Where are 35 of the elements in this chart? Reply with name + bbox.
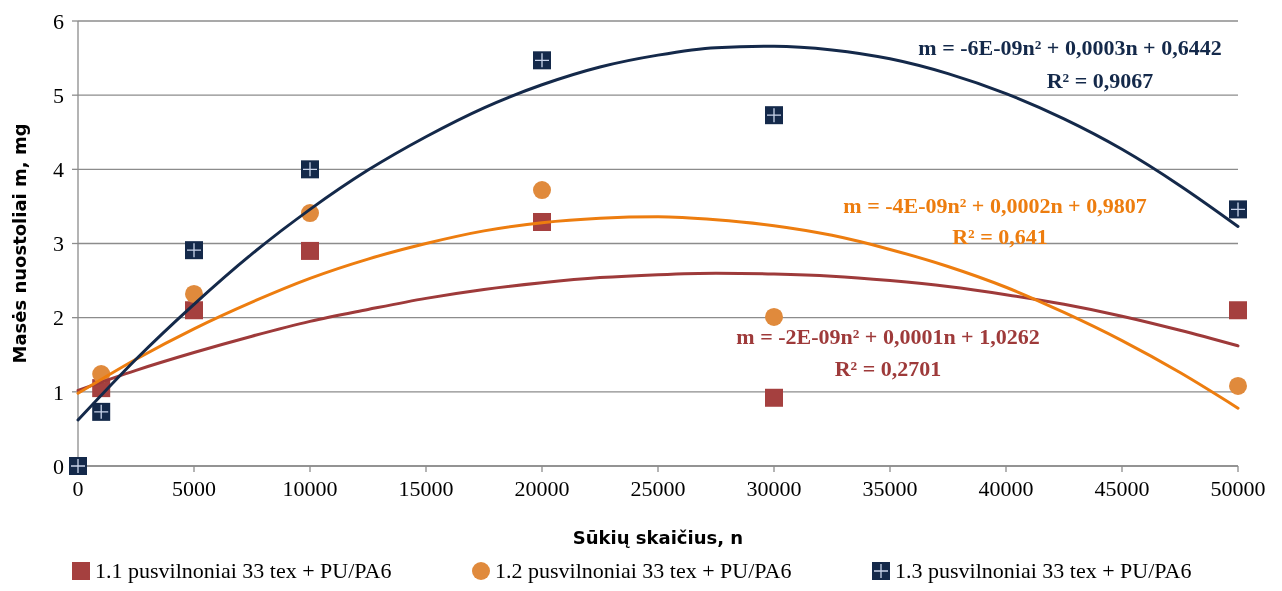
x-tick-label: 50000 [1210, 476, 1266, 501]
y-tick-label: 0 [53, 453, 64, 479]
point [1229, 301, 1247, 320]
x-tick-label: 0 [72, 476, 84, 501]
y-tick-label: 2 [53, 305, 64, 331]
point [765, 388, 783, 407]
point [301, 241, 319, 260]
x-tick-label: 35000 [862, 476, 918, 501]
annotation: m = -6E-09n² + 0,0003n + 0,6442 [918, 34, 1222, 60]
annotation: m = -2E-09n² + 0,0001n + 1,0262 [736, 323, 1040, 349]
x-tick-label: 5000 [172, 476, 216, 501]
y-tick-label: 6 [53, 8, 64, 34]
annotation: R² = 0,2701 [834, 355, 942, 381]
x-tick-label: 15000 [398, 476, 454, 501]
annotation: m = -4E-09n² + 0,0002n + 0,9807 [843, 192, 1147, 218]
y-axis-title: Masės nuostoliai m, mg [9, 123, 30, 364]
annotation: R² = 0,641 [952, 223, 1048, 249]
x-tick-label: 30000 [746, 476, 802, 501]
y-tick-label: 1 [53, 379, 64, 405]
y-tick-label: 5 [53, 82, 64, 108]
x-tick-label: 10000 [282, 476, 338, 501]
legend-label: 1.2 pusvilnoniai 33 tex + PU/PA6 [495, 558, 792, 583]
legend-label: 1.3 pusvilnoniai 33 tex + PU/PA6 [895, 558, 1192, 583]
legend-label: 1.1 pusvilnoniai 33 tex + PU/PA6 [95, 558, 392, 583]
x-tick-label: 20000 [514, 476, 570, 501]
y-tick-label: 3 [53, 231, 64, 257]
x-axis-title: Sūkių skaičius, n [572, 527, 744, 548]
point [1229, 376, 1247, 395]
x-tick-label: 45000 [1094, 476, 1150, 501]
x-tick-label: 25000 [630, 476, 686, 501]
annotation: R² = 0,9067 [1046, 67, 1154, 93]
y-tick-label: 4 [53, 157, 64, 183]
point [765, 307, 783, 326]
point [533, 181, 551, 200]
x-tick-label: 40000 [978, 476, 1034, 501]
